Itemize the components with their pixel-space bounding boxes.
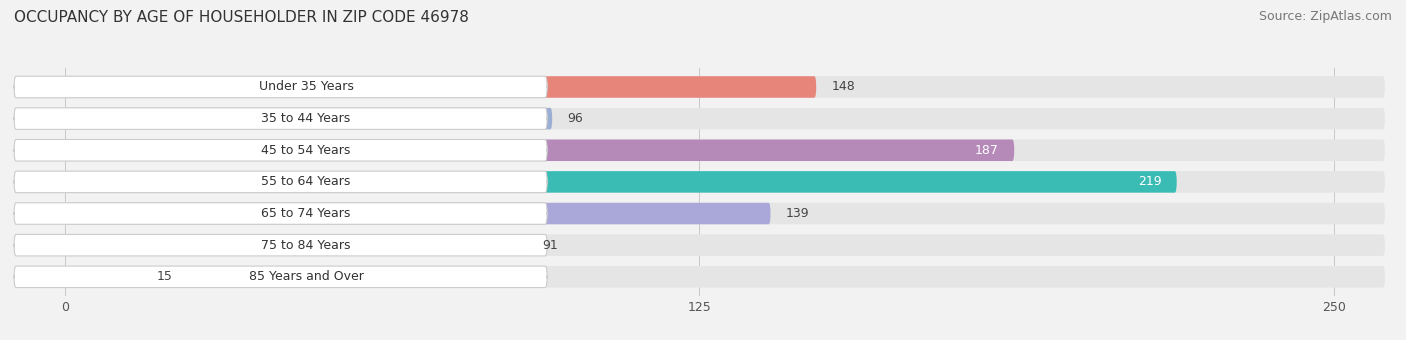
Text: 75 to 84 Years: 75 to 84 Years (262, 239, 350, 252)
FancyBboxPatch shape (14, 139, 1385, 161)
FancyBboxPatch shape (65, 108, 553, 130)
Text: Under 35 Years: Under 35 Years (259, 81, 353, 94)
FancyBboxPatch shape (65, 76, 817, 98)
Text: 148: 148 (831, 81, 855, 94)
Text: 139: 139 (786, 207, 810, 220)
Text: 96: 96 (568, 112, 583, 125)
Text: 85 Years and Over: 85 Years and Over (249, 270, 363, 283)
Text: 187: 187 (976, 144, 1000, 157)
FancyBboxPatch shape (14, 171, 547, 193)
FancyBboxPatch shape (14, 203, 547, 224)
FancyBboxPatch shape (14, 234, 547, 256)
FancyBboxPatch shape (65, 266, 141, 288)
FancyBboxPatch shape (14, 76, 1385, 98)
FancyBboxPatch shape (14, 139, 547, 161)
Text: 219: 219 (1137, 175, 1161, 188)
Text: OCCUPANCY BY AGE OF HOUSEHOLDER IN ZIP CODE 46978: OCCUPANCY BY AGE OF HOUSEHOLDER IN ZIP C… (14, 10, 470, 25)
FancyBboxPatch shape (65, 171, 1177, 193)
Text: 15: 15 (156, 270, 172, 283)
FancyBboxPatch shape (65, 139, 1014, 161)
FancyBboxPatch shape (14, 234, 1385, 256)
Text: 35 to 44 Years: 35 to 44 Years (262, 112, 350, 125)
FancyBboxPatch shape (14, 266, 1385, 288)
Text: Source: ZipAtlas.com: Source: ZipAtlas.com (1258, 10, 1392, 23)
FancyBboxPatch shape (14, 203, 1385, 224)
FancyBboxPatch shape (14, 171, 1385, 193)
Text: 65 to 74 Years: 65 to 74 Years (262, 207, 350, 220)
FancyBboxPatch shape (65, 234, 527, 256)
FancyBboxPatch shape (14, 266, 547, 288)
FancyBboxPatch shape (14, 108, 1385, 130)
FancyBboxPatch shape (14, 108, 547, 130)
Text: 91: 91 (543, 239, 558, 252)
FancyBboxPatch shape (14, 76, 547, 98)
FancyBboxPatch shape (65, 203, 770, 224)
Text: 45 to 54 Years: 45 to 54 Years (262, 144, 350, 157)
Text: 55 to 64 Years: 55 to 64 Years (262, 175, 350, 188)
